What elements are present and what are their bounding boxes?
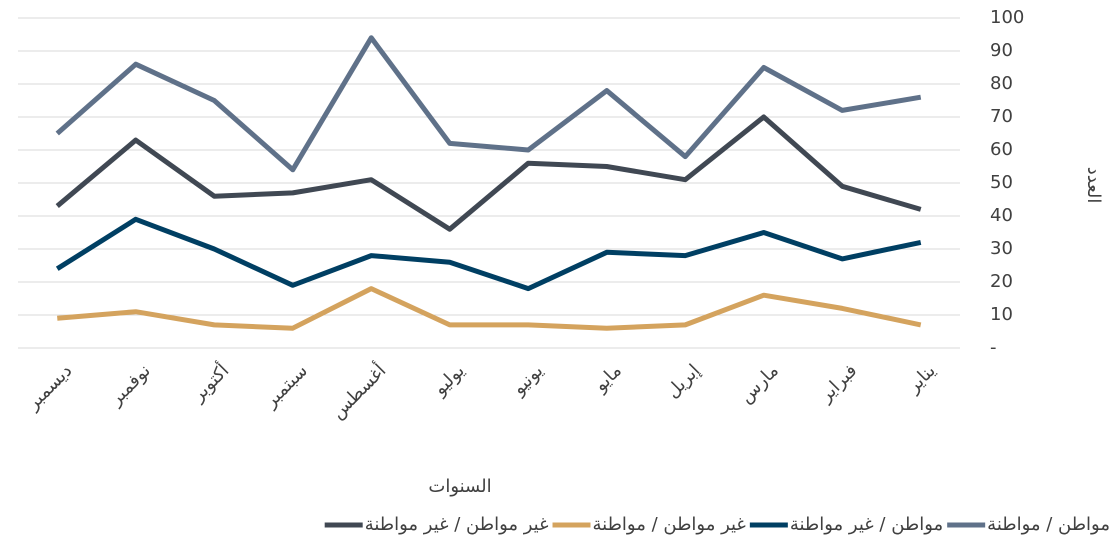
y-tick-label: - <box>990 337 997 358</box>
x-tick-label: يوليو <box>429 360 469 400</box>
legend-label: غير مواطن / غير مواطنة <box>365 514 549 535</box>
x-tick-label: أغسطس <box>326 359 390 423</box>
series-line <box>57 286 922 331</box>
y-tick-label: 90 <box>990 40 1013 61</box>
x-tick-label: نوفمبر <box>105 360 155 410</box>
y-tick-label: 60 <box>990 139 1013 160</box>
x-tick-label: أكتوبر <box>186 359 234 407</box>
x-tick-label: مارس <box>736 360 783 407</box>
x-tick-label: فبراير <box>815 360 862 407</box>
y-tick-label: 10 <box>990 304 1013 325</box>
legend-label: مواطن / غير مواطنة <box>790 514 943 535</box>
x-tick-label: إبريل <box>662 360 704 402</box>
legend-label: مواطن / مواطنة <box>987 514 1110 535</box>
y-tick-label: 100 <box>990 7 1024 28</box>
y-tick-label: 50 <box>990 172 1013 193</box>
y-tick-label: 40 <box>990 205 1013 226</box>
series-line <box>55 114 922 232</box>
y-axis-label: العدد <box>1083 167 1104 204</box>
x-tick-label: مايو <box>589 360 625 396</box>
y-tick-label: 30 <box>990 238 1013 259</box>
x-tick-label: سبتمبر <box>260 360 312 412</box>
x-tick-label: يونيو <box>508 360 548 400</box>
x-tick-label: ديسمبر <box>22 360 76 414</box>
x-axis-label: السنوات <box>428 476 491 497</box>
y-tick-label: 20 <box>990 271 1013 292</box>
legend-label: غير مواطن / مواطنة <box>593 514 746 535</box>
x-tick-label: يناير <box>902 360 939 397</box>
y-tick-label: 70 <box>990 106 1013 127</box>
y-tick-label: 80 <box>990 73 1013 94</box>
series-line <box>55 35 922 173</box>
series-line <box>55 216 922 292</box>
